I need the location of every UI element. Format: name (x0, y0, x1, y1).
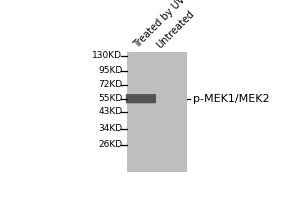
Text: 26KD: 26KD (98, 140, 122, 149)
Text: 130KD: 130KD (92, 51, 122, 60)
Text: 34KD: 34KD (98, 124, 122, 133)
Text: 55KD: 55KD (98, 94, 122, 103)
Text: 72KD: 72KD (98, 80, 122, 89)
FancyBboxPatch shape (126, 94, 156, 103)
Text: Treated by UV: Treated by UV (132, 0, 187, 50)
Text: Untreated: Untreated (155, 8, 196, 50)
Bar (127, 52, 188, 172)
Text: 43KD: 43KD (98, 107, 122, 116)
Text: p-MEK1/MEK2: p-MEK1/MEK2 (193, 94, 270, 104)
Text: 95KD: 95KD (98, 66, 122, 75)
